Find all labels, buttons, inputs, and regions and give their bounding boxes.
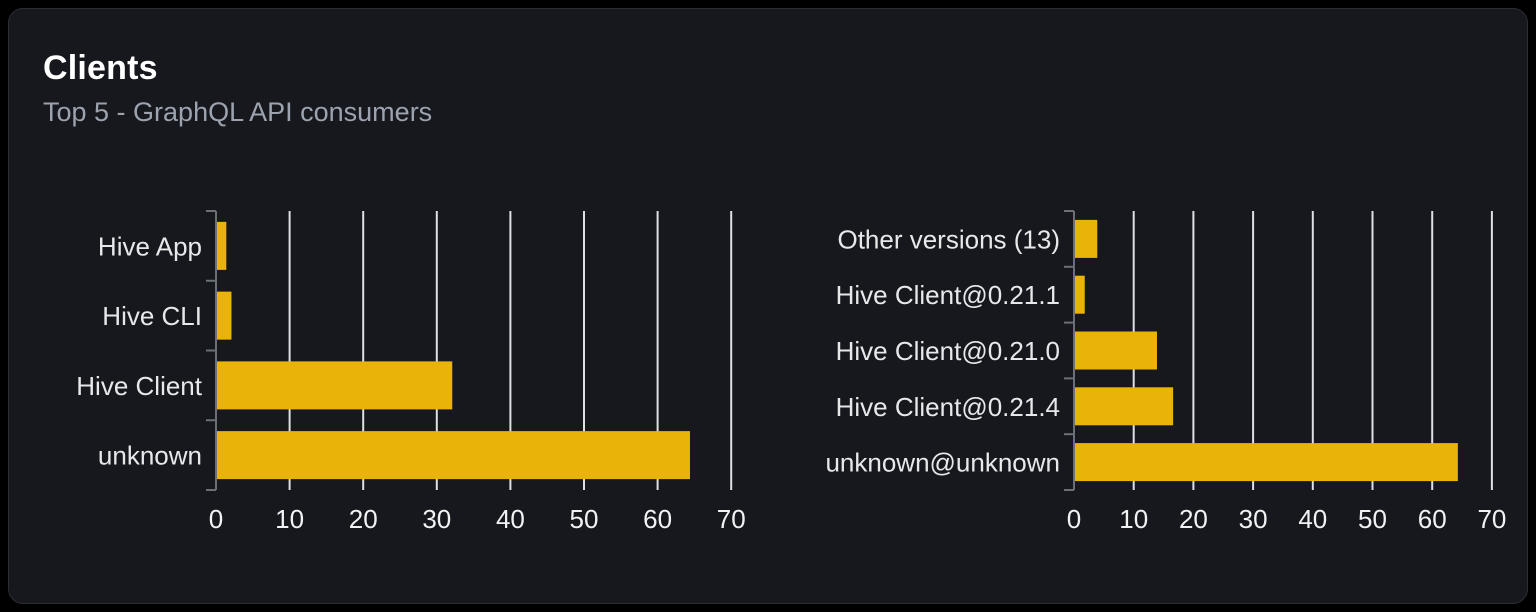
x-tick-label: 60 <box>643 504 672 534</box>
x-tick-label: 50 <box>570 504 599 534</box>
clients-card: Clients Top 5 - GraphQL API consumers Hi… <box>8 8 1528 604</box>
category-label: Other versions (13) <box>837 224 1060 254</box>
bar <box>1074 387 1174 426</box>
category-label: Hive Client <box>76 371 202 401</box>
x-tick-label: 70 <box>1477 504 1506 534</box>
bar <box>1074 275 1085 314</box>
x-tick-label: 30 <box>1239 504 1268 534</box>
x-tick-label: 0 <box>209 504 223 534</box>
x-tick-label: 50 <box>1358 504 1387 534</box>
x-tick-label: 20 <box>1179 504 1208 534</box>
x-tick-label: 40 <box>1298 504 1327 534</box>
bar <box>1074 331 1157 370</box>
bar <box>216 291 232 340</box>
category-label: unknown <box>98 441 202 471</box>
clients-by-version-bar-chart: Other versions (13) Hive Client@0.21.1 Hiv… <box>825 210 1506 534</box>
x-tick-label: 0 <box>1067 504 1081 534</box>
card-title: Clients <box>43 49 158 87</box>
x-tick-label: 10 <box>1119 504 1148 534</box>
category-label: unknown@unknown <box>825 448 1060 478</box>
x-tick-label: 20 <box>349 504 378 534</box>
x-tick-label: 70 <box>717 504 746 534</box>
x-tick-label: 30 <box>422 504 451 534</box>
bar <box>1074 443 1458 482</box>
clients-by-name-bar-chart: Hive App Hive CLI Hive Client unknown 0 10 20 3… <box>76 210 746 534</box>
category-label: Hive Client@0.21.1 <box>836 280 1060 310</box>
x-tick-label: 60 <box>1418 504 1447 534</box>
card-subtitle: Top 5 - GraphQL API consumers <box>43 97 433 127</box>
x-tick-label: 40 <box>496 504 525 534</box>
bar <box>1074 219 1098 258</box>
bar <box>216 221 227 270</box>
bar <box>216 431 690 480</box>
category-label: Hive Client@0.21.0 <box>836 336 1060 366</box>
category-label: Hive CLI <box>102 301 202 331</box>
bar <box>216 361 453 410</box>
category-label: Hive Client@0.21.4 <box>836 392 1060 422</box>
x-tick-label: 10 <box>275 504 304 534</box>
category-label: Hive App <box>98 231 202 261</box>
